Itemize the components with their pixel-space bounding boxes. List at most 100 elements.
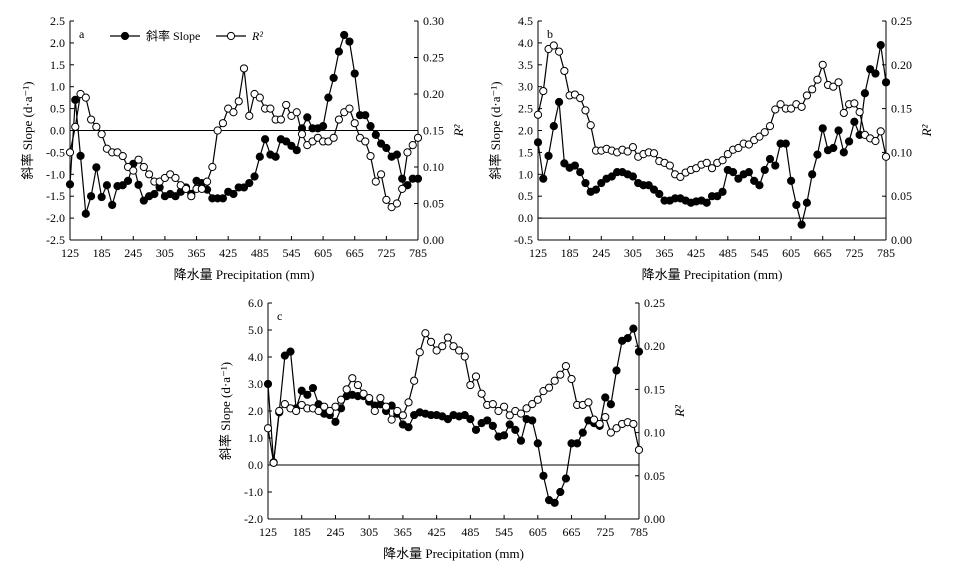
y-left-tick-label: 3.5	[518, 58, 533, 72]
slope-point	[466, 415, 475, 424]
y-left-tick-label: -2.0	[46, 211, 65, 225]
y-right-tick-label: 0.30	[423, 14, 444, 28]
r2-point	[187, 192, 196, 201]
r2-point	[834, 78, 843, 87]
slope-point	[576, 168, 585, 177]
r2-point	[266, 104, 275, 113]
r2-point	[665, 161, 674, 170]
slope-point	[792, 200, 801, 210]
r2-point	[499, 402, 509, 411]
r2-point	[707, 164, 717, 173]
slope-point	[303, 113, 312, 122]
slope-point	[629, 324, 638, 333]
x-tick-label: 785	[409, 246, 427, 260]
x-tick-label: 245	[124, 246, 142, 260]
r2-point	[376, 170, 386, 179]
slope-point	[834, 126, 843, 135]
slope-point	[808, 170, 817, 179]
r2-point	[408, 141, 417, 150]
slope-point	[612, 366, 621, 375]
r2-point	[839, 108, 848, 118]
slope-point	[786, 176, 796, 185]
x-tick-label: 125	[259, 525, 277, 539]
r2-point	[595, 419, 604, 429]
slope-point	[591, 185, 601, 194]
r2-point	[460, 352, 469, 361]
y-left-tick-label: 1.5	[518, 145, 533, 159]
slope-point	[471, 425, 481, 434]
x-tick-label: 185	[93, 246, 111, 260]
r2-point	[371, 177, 380, 186]
r2-point	[181, 184, 191, 193]
r2-point	[786, 104, 796, 113]
r2-point	[413, 133, 423, 142]
x-tick-label: 665	[346, 246, 364, 260]
r2-point	[263, 424, 273, 433]
r2-point	[269, 458, 278, 467]
slope-point	[76, 151, 85, 161]
slope-point	[655, 189, 664, 199]
slope-point	[516, 436, 526, 445]
y-right-tick-label: 0.15	[891, 102, 912, 116]
r2-point	[584, 398, 593, 407]
slope-point	[443, 415, 452, 424]
r2-point	[92, 122, 101, 131]
r2-point	[292, 108, 301, 117]
r2-point	[415, 348, 424, 357]
y-left-tick-label: 1.0	[518, 167, 533, 181]
slope-point	[340, 30, 349, 40]
r2-point	[218, 119, 228, 128]
panel-letter: b	[547, 27, 553, 41]
r2-point	[353, 380, 363, 390]
slope-point	[366, 122, 375, 131]
legend-slope-marker	[120, 31, 130, 41]
slope-point	[549, 122, 558, 131]
slope-point	[404, 423, 413, 432]
y-right-tick-label: 0.20	[644, 339, 665, 353]
r2-point	[802, 91, 812, 100]
y-right-tick-label: 0.25	[423, 51, 444, 65]
slope-point	[533, 138, 543, 147]
y-right-tick-label: 0.20	[423, 87, 444, 101]
x-tick-label: 305	[360, 525, 378, 539]
panel-letter: c	[277, 309, 282, 323]
slope-point	[570, 161, 580, 170]
r2-point	[432, 346, 441, 355]
r2-point	[718, 156, 727, 165]
x-tick-label: 665	[563, 525, 581, 539]
r2-point	[381, 402, 391, 411]
r2-point	[387, 415, 396, 424]
r2-point	[629, 419, 638, 429]
slope-point	[578, 428, 587, 437]
r2-point	[410, 376, 419, 385]
slope-point	[802, 198, 812, 207]
slope-point	[649, 185, 659, 194]
r2-point	[544, 383, 554, 392]
r2-point	[382, 195, 391, 204]
x-tick-label: 305	[156, 246, 174, 260]
slope-point	[86, 192, 96, 201]
slope-point	[250, 172, 259, 181]
y-left-axis-title: 斜率 Slope (d·a⁻¹)	[20, 81, 35, 179]
r2-point	[398, 184, 407, 193]
r2-point	[649, 149, 659, 158]
x-tick-label: 665	[814, 246, 832, 260]
r2-point	[601, 412, 610, 422]
r2-point	[403, 148, 412, 157]
r2-point	[533, 110, 543, 119]
r2-point	[723, 150, 732, 159]
r2-point	[255, 93, 264, 102]
y-left-tick-label: 2.0	[518, 124, 533, 138]
r2-point	[376, 393, 385, 403]
y-right-tick-label: 0.00	[891, 233, 912, 247]
slope-point	[771, 161, 780, 170]
slope-point	[263, 379, 273, 389]
r2-point	[808, 85, 817, 94]
r2-point	[771, 105, 780, 114]
r2-point	[144, 170, 154, 179]
r2-point	[471, 372, 481, 381]
x-tick-label: 365	[656, 246, 674, 260]
slope-point	[286, 347, 295, 356]
r2-point	[734, 143, 743, 153]
slope-point	[287, 141, 296, 150]
